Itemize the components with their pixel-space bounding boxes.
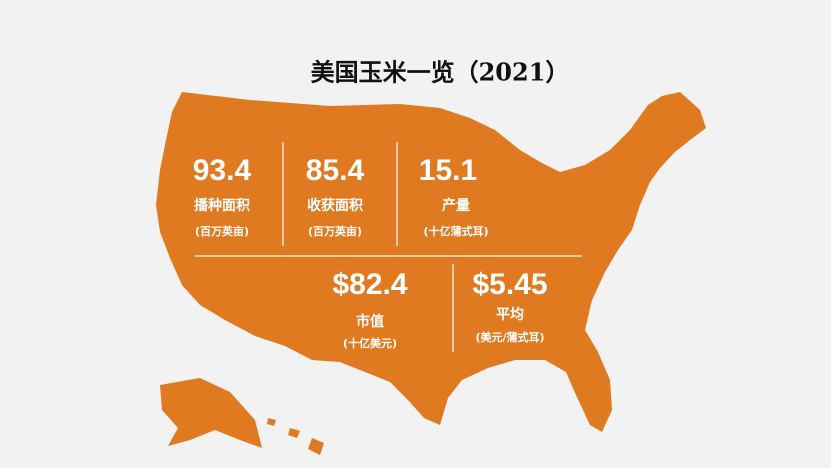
stat-value: 15.1 bbox=[419, 154, 477, 187]
stat-unit: (十亿美元) bbox=[343, 336, 397, 350]
stat-label: 产量 bbox=[442, 197, 470, 214]
stat-label: 市值 bbox=[356, 313, 384, 330]
stat-unit: (美元/蒲式耳) bbox=[475, 330, 544, 344]
stat-label: 平均 bbox=[496, 306, 524, 323]
stat-label: 播种面积 bbox=[194, 197, 250, 214]
us-map bbox=[156, 92, 706, 432]
stat-unit: (十亿蒲式耳) bbox=[423, 224, 488, 238]
stat-value: 85.4 bbox=[306, 154, 365, 187]
title: 美国玉米一览（2021） bbox=[311, 58, 570, 87]
stat-value: $82.4 bbox=[332, 268, 407, 301]
stat-value: 93.4 bbox=[193, 154, 252, 187]
hawaii bbox=[267, 418, 324, 455]
stat-unit: (百万英亩) bbox=[308, 224, 362, 238]
alaska bbox=[160, 378, 262, 448]
stat-unit: (百万英亩) bbox=[195, 224, 249, 238]
stat-label: 收获面积 bbox=[307, 197, 363, 214]
stat-value: $5.45 bbox=[472, 268, 547, 301]
